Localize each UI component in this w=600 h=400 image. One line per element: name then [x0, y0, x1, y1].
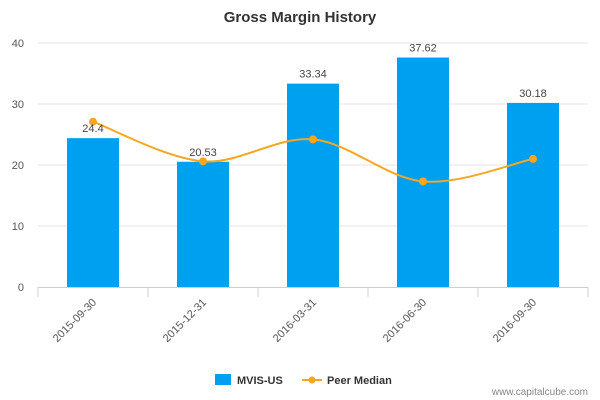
- y-tick-label: 40: [12, 38, 24, 50]
- bar-2016-09-30[interactable]: [507, 102, 559, 287]
- x-tick-label: 2016-09-30: [491, 297, 539, 345]
- legend-item-peer-median[interactable]: Peer Median: [302, 375, 392, 387]
- peer-median-line: [89, 117, 537, 186]
- x-axis: [37, 287, 589, 297]
- y-tick-label: 20: [12, 160, 24, 172]
- x-tick-labels: 2015-09-30 2015-12-31 2016-03-31 2016-06-30…: [51, 297, 539, 345]
- legend-marker-peer: [308, 376, 316, 384]
- legend-item-mvis[interactable]: MVIS-US: [215, 374, 283, 387]
- bar-2016-06-30[interactable]: [397, 57, 449, 287]
- peer-median-point-2015-09-30[interactable]: [89, 117, 97, 126]
- bar-2015-09-30[interactable]: [67, 138, 119, 287]
- peer-median-point-2015-12-31[interactable]: [199, 157, 207, 166]
- y-tick-label: 0: [18, 282, 24, 294]
- bar-2016-03-31[interactable]: [287, 83, 339, 287]
- data-label: 37.62: [409, 43, 437, 55]
- bar-2015-12-31[interactable]: [177, 161, 229, 287]
- legend-label-mvis: MVIS-US: [237, 375, 283, 387]
- data-label: 20.53: [189, 147, 217, 159]
- y-tick-label: 30: [12, 99, 24, 111]
- legend-swatch-mvis: [215, 374, 231, 385]
- peer-median-point-2016-03-31[interactable]: [309, 135, 317, 144]
- y-tick-label: 10: [12, 221, 24, 233]
- x-tick-label: 2016-03-31: [271, 297, 319, 345]
- x-tick-label: 2015-12-31: [161, 297, 209, 345]
- x-tick-label: 2016-06-30: [381, 297, 429, 345]
- peer-median-point-2016-06-30[interactable]: [419, 177, 427, 186]
- y-axis: 0 10 20 30 40: [12, 38, 24, 294]
- x-tick-label: 2015-09-30: [51, 297, 99, 345]
- data-label: 24.4: [82, 123, 103, 135]
- bars: [67, 57, 559, 287]
- watermark: www.capitalcube.com: [491, 387, 588, 398]
- data-label: 33.34: [299, 69, 327, 81]
- data-label: 30.18: [519, 88, 547, 100]
- legend: MVIS-US Peer Median: [215, 374, 392, 387]
- legend-label-peer-median: Peer Median: [327, 375, 392, 387]
- chart-title: Gross Margin History: [224, 9, 377, 26]
- peer-median-point-2016-09-30[interactable]: [529, 154, 537, 163]
- data-labels: 24.4 20.53 33.34 37.62 30.18: [82, 43, 546, 159]
